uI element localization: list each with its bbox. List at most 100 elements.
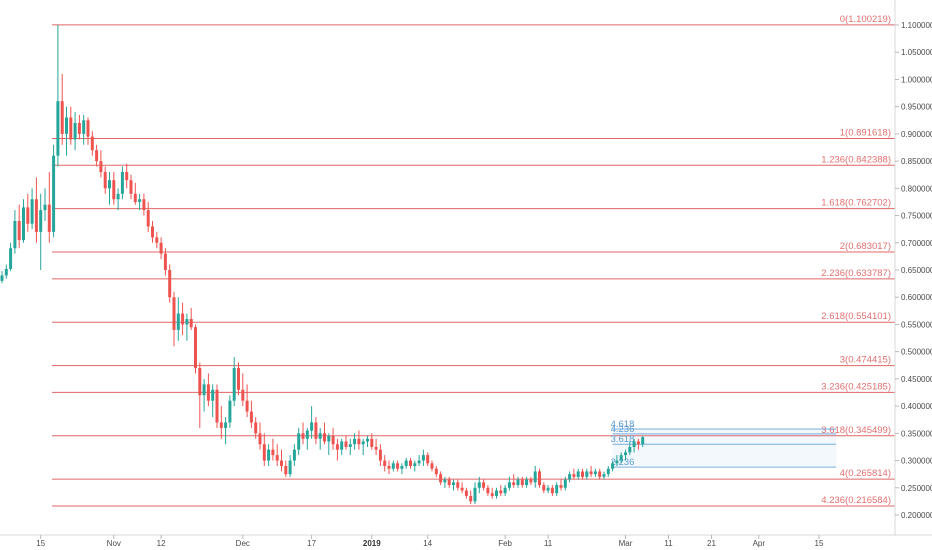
x-tick-label: 15 (815, 539, 824, 548)
candle (305, 427, 309, 450)
candle-body (224, 422, 228, 428)
candle (17, 204, 21, 249)
candle-body (39, 210, 43, 232)
candle-body (43, 204, 47, 211)
candle (546, 485, 550, 494)
candle (396, 460, 400, 472)
candle (469, 490, 473, 505)
fib-level-label: 1(0.891618) (840, 127, 891, 138)
candle-body (185, 319, 189, 325)
candle (555, 482, 559, 496)
candle (611, 460, 615, 472)
candle-body (589, 471, 593, 475)
candle (262, 433, 266, 466)
candle-body (546, 487, 550, 491)
candle-body (426, 455, 430, 464)
candle (181, 302, 185, 336)
candle-body (370, 438, 374, 447)
candle (503, 485, 507, 496)
fib-level-label: 0(1.100219) (840, 14, 891, 25)
candle-body (310, 422, 314, 431)
candle-body (202, 384, 206, 396)
candle (323, 422, 326, 445)
y-tick-label: 0.750000 (901, 212, 932, 221)
candle (185, 313, 189, 341)
candle (430, 460, 434, 472)
candle (47, 172, 51, 243)
candle (245, 384, 249, 417)
y-tick-label: 0.900000 (901, 130, 932, 139)
candle-body (103, 172, 107, 189)
candle-body (163, 253, 167, 270)
candle-body (520, 479, 524, 486)
candle-body (632, 441, 636, 447)
candle (280, 449, 283, 472)
candle (490, 487, 494, 499)
candle-body (366, 438, 369, 442)
y-tick-label: 0.250000 (901, 484, 932, 493)
y-tick-label: 0.600000 (901, 293, 932, 302)
candle-body (619, 455, 623, 461)
candle (482, 479, 486, 491)
candle (327, 433, 331, 456)
candle-body (181, 313, 185, 325)
candle-body (151, 226, 154, 238)
candle (194, 324, 197, 374)
candle (606, 466, 610, 477)
candle (361, 438, 365, 456)
candle (529, 476, 533, 486)
x-axis-ticks: 15 Nov 12 Dec 17 2019 14 Feb 11 Mar 11 21 Apr 15 (36, 535, 824, 548)
candle (456, 479, 460, 491)
candle-body (0, 275, 4, 281)
y-tick-label: 0.550000 (901, 320, 932, 329)
candle-body (550, 487, 554, 494)
y-tick-label: 0.200000 (901, 511, 932, 520)
candle-body (456, 482, 460, 488)
candle (383, 455, 387, 472)
x-tick-label: 14 (423, 539, 432, 548)
candle-body (211, 389, 215, 401)
candle-body (482, 482, 486, 488)
candle (159, 237, 163, 260)
candle (516, 476, 520, 488)
candle-body (486, 487, 490, 494)
candle (34, 177, 38, 243)
y-tick-label: 1.000000 (901, 75, 932, 84)
candle-body (568, 474, 572, 480)
candle-body (439, 474, 443, 483)
candle-body (327, 436, 331, 442)
candle (73, 112, 77, 151)
candle-body (387, 466, 391, 469)
candle (495, 487, 498, 499)
candle (219, 406, 223, 439)
candle (581, 468, 584, 480)
candle (241, 373, 245, 407)
x-tick-label: 12 (157, 539, 166, 548)
candle-body (495, 490, 498, 496)
candle (13, 210, 17, 254)
candle-body (400, 466, 404, 469)
candle (82, 114, 86, 145)
candle (151, 221, 154, 243)
candle (486, 485, 490, 496)
candle-body (241, 389, 245, 401)
candle (288, 455, 292, 477)
candle (619, 452, 623, 464)
candle-body (288, 460, 292, 475)
candle-body (525, 479, 529, 486)
x-tick-label: Mar (619, 539, 633, 548)
candle-body (194, 327, 197, 368)
candle (133, 182, 137, 205)
candle-body (615, 460, 619, 464)
candle (202, 378, 206, 412)
candle-body (176, 313, 180, 330)
fib-level-label: 4(0.265814) (840, 468, 891, 479)
candle (559, 479, 563, 491)
candle (353, 433, 357, 450)
candle (314, 417, 318, 445)
candle (69, 106, 73, 145)
candle (284, 460, 288, 477)
candle (563, 476, 567, 491)
candle-body (206, 384, 210, 401)
candle-body (464, 490, 468, 496)
